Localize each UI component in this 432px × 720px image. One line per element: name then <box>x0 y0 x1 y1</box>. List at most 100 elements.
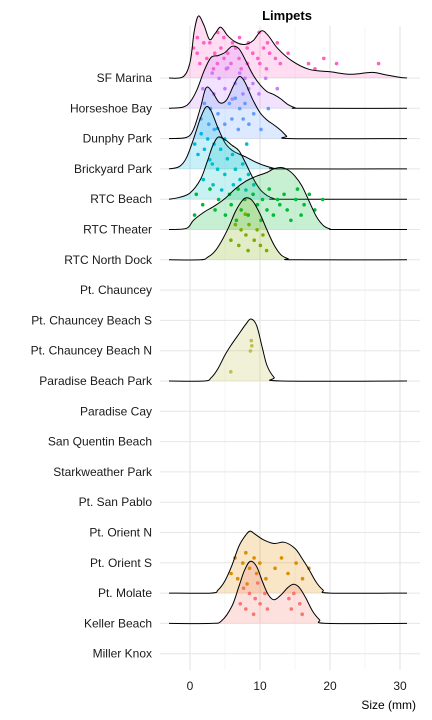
x-axis-title: Size (mm) <box>361 698 416 712</box>
data-point <box>251 112 256 116</box>
data-point <box>223 213 228 217</box>
data-point <box>307 192 312 197</box>
site-label: Starkweather Park <box>53 465 153 479</box>
site-label: Keller Beach <box>84 616 152 630</box>
data-point <box>246 213 250 217</box>
data-point <box>263 76 268 81</box>
data-point <box>259 127 263 132</box>
data-point <box>236 187 240 191</box>
data-point <box>223 86 227 91</box>
data-point <box>217 76 221 81</box>
x-tick-label: 30 <box>393 679 407 693</box>
data-point <box>245 46 249 50</box>
data-point <box>192 142 197 146</box>
site-labels: SF Marina Horseshoe Bay Dunphy Park Brickya… <box>31 71 153 661</box>
data-point <box>263 591 267 596</box>
data-point <box>261 233 265 237</box>
data-point <box>266 106 271 111</box>
data-point <box>267 51 272 55</box>
data-point <box>234 218 239 223</box>
data-point <box>205 56 209 61</box>
site-label: Pt. Chauncey <box>80 283 152 297</box>
data-point <box>233 96 238 100</box>
data-point <box>286 571 290 576</box>
data-point <box>205 137 210 141</box>
data-point <box>244 188 248 192</box>
data-point <box>247 591 252 596</box>
data-point <box>255 202 260 207</box>
data-point <box>226 51 230 55</box>
data-point <box>255 581 260 585</box>
data-point <box>289 607 294 611</box>
site-label: Paradise Beach Park <box>39 374 153 388</box>
data-point <box>231 183 236 187</box>
data-point <box>202 147 207 152</box>
data-point <box>273 566 277 571</box>
data-point <box>300 576 305 581</box>
data-point <box>320 197 325 202</box>
data-point <box>286 51 290 55</box>
data-point <box>265 41 270 45</box>
data-point <box>237 71 242 75</box>
ridge-series <box>168 45 408 109</box>
data-point <box>253 596 257 601</box>
ridge-area <box>169 531 407 594</box>
data-point <box>292 591 296 596</box>
ridge-area <box>169 197 407 260</box>
data-point <box>195 35 200 40</box>
ridge-area <box>169 46 407 109</box>
data-point <box>273 56 278 61</box>
ridge-series <box>168 166 408 231</box>
data-point <box>258 561 262 565</box>
data-point <box>222 35 226 40</box>
data-point <box>211 183 215 187</box>
ridge-outline <box>168 75 408 140</box>
ridge-area <box>169 318 407 382</box>
data-point <box>194 192 199 197</box>
data-point <box>213 51 217 55</box>
site-label: Miller Knox <box>93 647 152 661</box>
data-point <box>215 61 220 66</box>
data-point <box>227 101 232 106</box>
ridge-outline <box>168 318 408 382</box>
ridge-area <box>169 167 407 230</box>
data-point <box>229 571 233 576</box>
data-point <box>246 248 250 253</box>
data-point <box>334 61 339 66</box>
data-point <box>243 76 247 81</box>
data-point <box>212 127 217 132</box>
data-point <box>282 192 286 197</box>
site-label: Horseshoe Bay <box>70 101 152 115</box>
site-label: Pt. Chauncey Beach S <box>31 313 152 327</box>
data-point <box>201 86 205 91</box>
data-point <box>289 218 293 223</box>
data-point <box>251 612 256 616</box>
data-point <box>229 202 233 207</box>
data-point <box>233 167 238 171</box>
data-point <box>251 192 255 197</box>
ridge-outline <box>168 136 408 200</box>
data-point <box>257 92 261 96</box>
data-point <box>275 86 280 91</box>
data-point <box>287 596 291 601</box>
data-point <box>247 566 252 571</box>
data-point <box>322 56 326 61</box>
site-label: Pt. Chauncey Beach N <box>31 344 152 358</box>
data-point <box>278 202 282 207</box>
data-point <box>230 152 235 157</box>
data-point <box>208 187 212 191</box>
data-point <box>200 202 205 207</box>
data-point <box>229 61 233 66</box>
data-point <box>248 349 253 353</box>
ridge-outline <box>168 197 408 261</box>
ridge-area <box>169 15 407 79</box>
data-point <box>208 41 212 45</box>
data-point <box>199 131 203 136</box>
data-point <box>258 243 263 248</box>
data-point <box>213 208 217 212</box>
ridge-series <box>168 15 408 79</box>
data-point <box>294 197 298 202</box>
data-point <box>237 35 242 40</box>
data-point <box>236 127 241 132</box>
x-tick-label: 20 <box>323 679 337 693</box>
